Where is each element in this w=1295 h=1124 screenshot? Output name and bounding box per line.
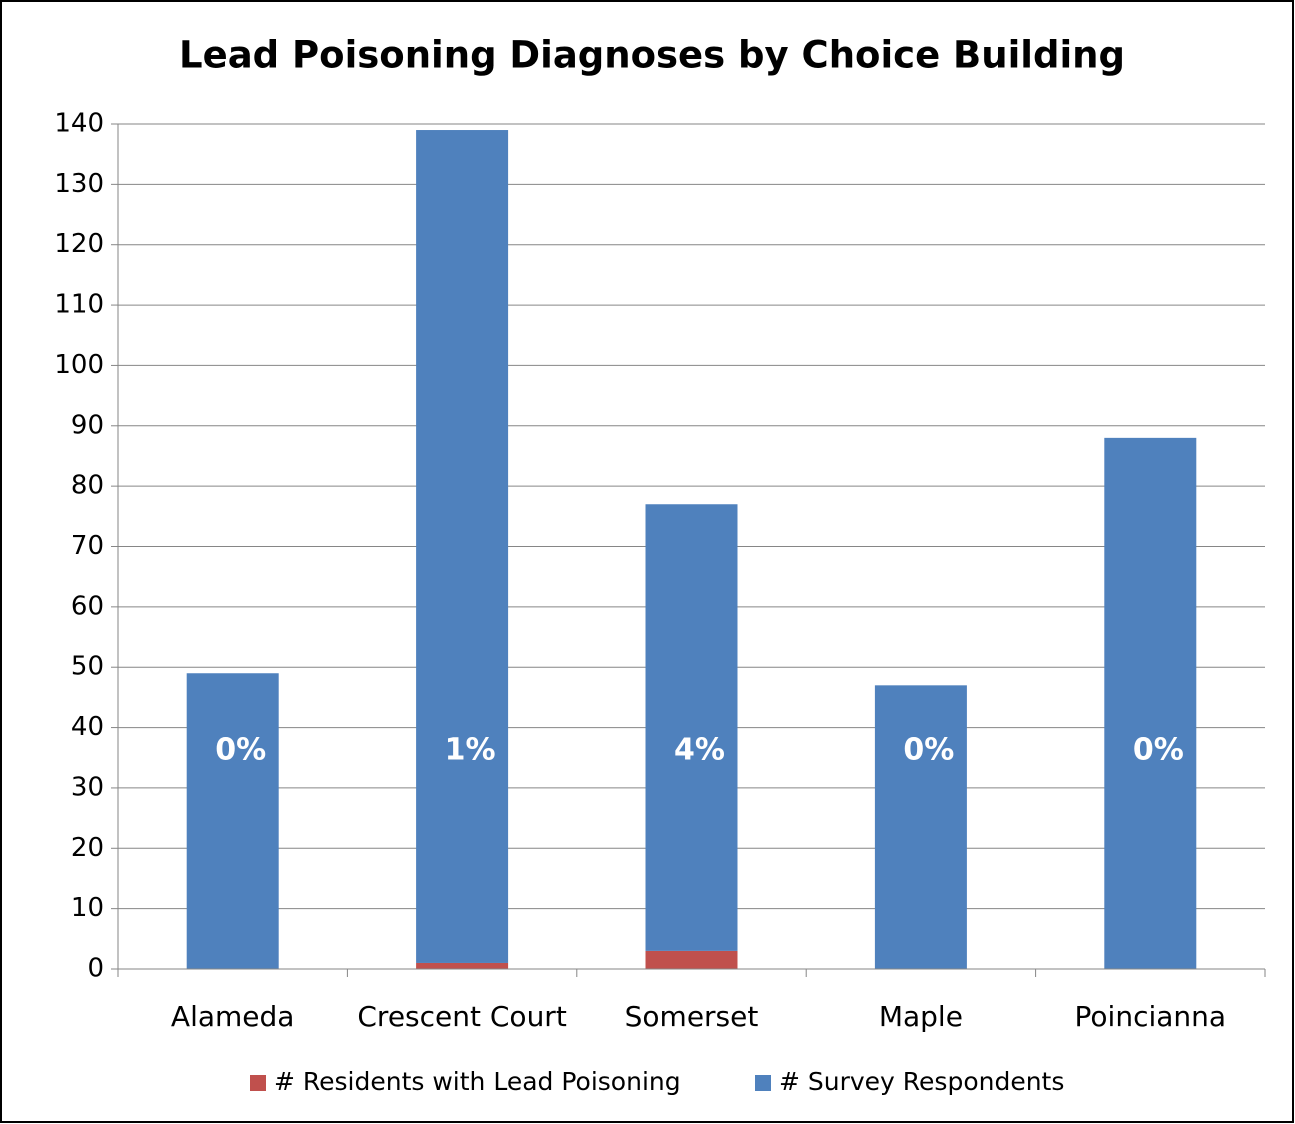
bar-segment [186,673,279,969]
percent-label: 4% [674,733,725,768]
y-tick-label: 60 [71,591,104,621]
legend-swatch [250,1075,266,1091]
y-tick-label: 10 [71,893,104,923]
y-tick-label: 130 [54,169,104,199]
y-tick-label: 20 [71,833,104,863]
chart-title: Lead Poisoning Diagnoses by Choice Build… [179,34,1125,77]
bar-segment [416,130,509,963]
y-tick-label: 80 [71,471,104,501]
y-tick-label: 120 [54,229,104,259]
percent-label: 0% [215,733,266,768]
y-tick-label: 70 [71,531,104,561]
bar-segment [874,685,967,969]
bar-segment [416,962,509,969]
y-tick-label: 30 [71,772,104,802]
percent-label: 0% [1133,733,1184,768]
x-tick-label: Maple [879,1000,963,1033]
legend-swatch [755,1075,771,1091]
bar-segment [1104,437,1197,969]
x-tick-label: Somerset [625,1000,759,1033]
y-tick-label: 50 [71,652,104,682]
legend-label: # Residents with Lead Poisoning [274,1067,681,1096]
x-tick-label: Alameda [171,1000,295,1033]
y-tick-label: 110 [54,290,104,320]
y-tick-label: 140 [54,109,104,139]
x-tick-label: Crescent Court [357,1000,566,1033]
bar-segment [645,504,738,951]
x-tick-label: Poincianna [1075,1000,1227,1033]
legend-label: # Survey Respondents [779,1067,1064,1096]
y-tick-label: 100 [54,350,104,380]
y-tick-label: 0 [87,954,104,984]
percent-label: 0% [903,733,954,768]
percent-label: 1% [445,733,496,768]
bar-segment [645,950,738,969]
y-tick-label: 40 [71,712,104,742]
y-tick-label: 90 [71,410,104,440]
